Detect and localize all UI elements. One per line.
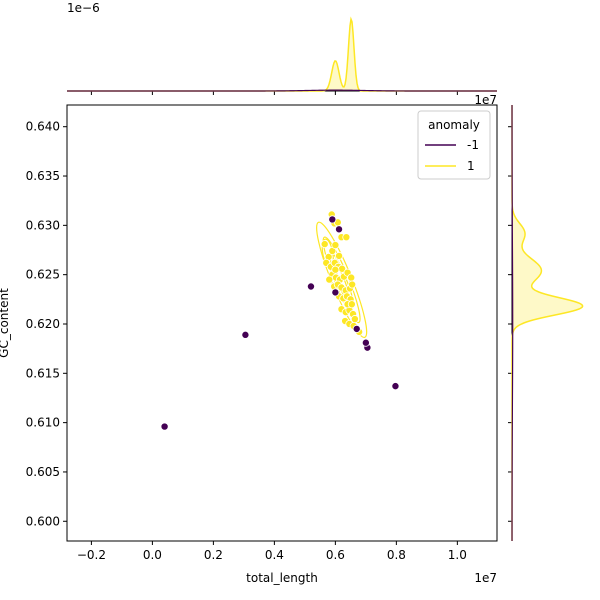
scatter-point [160, 422, 169, 431]
scatter-point [335, 225, 344, 234]
y-tick-label: 0.620 [26, 317, 60, 331]
scatter-points [160, 210, 400, 431]
scatter-point [331, 288, 340, 297]
x-axis-offset-label: 1e7 [474, 571, 497, 585]
x-tick-label: 0.2 [204, 548, 223, 562]
scatter-point [325, 275, 334, 284]
scatter-point [348, 280, 357, 289]
legend-label-anomaly-neg1: -1 [467, 138, 479, 152]
y-tick-label: 0.640 [26, 120, 60, 134]
scatter-point [361, 338, 370, 347]
y-tick-label: 0.600 [26, 514, 60, 528]
scatter-point [241, 330, 250, 339]
x-tick-label: 0.6 [326, 548, 345, 562]
scatter-point [306, 282, 315, 291]
top-marginal-kde: 1e−6 [67, 1, 497, 95]
plot-frame [66, 104, 498, 542]
legend: anomaly -1 1 [417, 110, 491, 180]
top-marginal-fill-anomaly-1 [67, 19, 497, 92]
main-scatter-plot: −0.2 0.0 0.2 0.4 0.6 0.8 1.0 0.6000.6050.6100.… [0, 93, 498, 585]
y-axis-label: GC_content [0, 288, 11, 358]
y-tick-label: 0.625 [26, 268, 60, 282]
scatter-point [352, 324, 361, 333]
scatter-point [350, 315, 359, 324]
scatter-point [391, 382, 400, 391]
x-tick-label: 1.0 [448, 548, 467, 562]
y-tick-label: 0.635 [26, 169, 60, 183]
right-marginal-curve-anomaly-neg1 [511, 104, 514, 541]
scatter-point [331, 241, 340, 250]
x-tick-label: −0.2 [77, 548, 106, 562]
scatter-point [328, 215, 337, 224]
top-marginal-curve-anomaly-1 [67, 16, 497, 92]
y-tick-label: 0.610 [26, 416, 60, 430]
x-tick-label: 0.4 [265, 548, 284, 562]
x-tick-label: 0.8 [387, 548, 406, 562]
scatter-point [320, 240, 329, 249]
right-marginal-curve-anomaly-1 [511, 105, 584, 541]
x-axis-label: total_length [246, 571, 318, 585]
top-offset-label: 1e7 [474, 93, 497, 107]
scatter-point [335, 251, 344, 260]
scatter-point [347, 300, 356, 309]
scatter-point [347, 273, 356, 282]
x-axis-ticks: −0.2 0.0 0.2 0.4 0.6 0.8 1.0 [77, 541, 467, 562]
scatter-point [331, 265, 340, 274]
legend-title: anomaly [428, 118, 480, 132]
right-marginal-kde [508, 104, 584, 541]
y-tick-label: 0.615 [26, 366, 60, 380]
top-marginal-curve-anomaly-neg1 [67, 89, 497, 92]
x-tick-label: 0.0 [143, 548, 162, 562]
y-tick-label: 0.605 [26, 465, 60, 479]
top-marginal-offset-label: 1e−6 [67, 1, 100, 15]
scatter-point [342, 233, 351, 242]
y-axis-ticks: 0.600 0.605 0.610 0.615 0.620 0.625 0.630 0.635… [26, 120, 67, 528]
y-tick-label: 0.630 [26, 218, 60, 232]
legend-label-anomaly-1: 1 [467, 159, 475, 173]
